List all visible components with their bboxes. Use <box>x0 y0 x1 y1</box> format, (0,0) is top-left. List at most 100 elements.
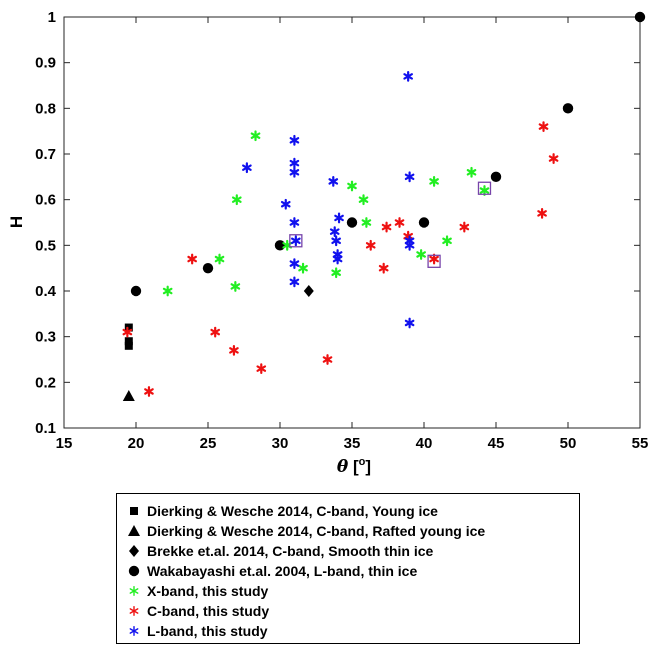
data-point-series-4 <box>347 180 357 192</box>
data-point-series-5 <box>322 354 333 365</box>
data-point-series-2 <box>303 285 314 297</box>
data-point-series-0 <box>124 323 133 332</box>
legend-entry: Brekke et.al. 2014, C-band, Smooth thin … <box>125 541 579 561</box>
x-axis-label-symbol: θ <box>337 457 349 477</box>
legend-marker <box>129 605 139 617</box>
legend-symbol <box>128 565 140 577</box>
x-axis-label-degree: o <box>359 456 366 468</box>
data-point-series-6 <box>280 198 291 210</box>
legend-entry: C-band, this study <box>125 601 579 621</box>
data-point-series-4 <box>250 130 261 142</box>
y-tick-label: 0.9 <box>35 55 56 72</box>
data-point-series-6 <box>332 253 343 265</box>
data-point-series-6 <box>289 157 300 169</box>
data-point-series-6 <box>404 171 415 183</box>
data-point-series-4 <box>358 194 369 206</box>
highlight-box <box>427 254 441 268</box>
highlight-box <box>289 234 303 248</box>
legend: Dierking & Wesche 2014, C-band, Young ic… <box>116 493 580 644</box>
legend-label: Brekke et.al. 2014, C-band, Smooth thin … <box>147 543 434 559</box>
data-point-series-5 <box>459 221 470 233</box>
data-point-series-1 <box>122 390 135 402</box>
y-tick-label: 0.2 <box>35 374 56 391</box>
data-point-series-6 <box>328 176 339 187</box>
x-tick-label: 15 <box>56 435 73 452</box>
data-point-series-4 <box>361 217 372 228</box>
data-point-series-6 <box>242 162 252 174</box>
x-tick-label: 45 <box>488 435 505 452</box>
y-tick-label: 0.3 <box>35 329 56 346</box>
data-point-series-5 <box>210 326 221 338</box>
data-point-series-4 <box>429 176 439 187</box>
legend-marker <box>130 507 138 515</box>
x-tick-label: 55 <box>632 435 649 452</box>
legend-symbol <box>129 625 139 637</box>
data-point-series-6 <box>289 134 300 146</box>
legend-label: X-band, this study <box>147 583 269 599</box>
x-axis-label-close: ] <box>365 457 371 476</box>
data-point-series-4 <box>479 185 490 196</box>
legend-entry: L-band, this study <box>125 621 579 641</box>
data-point-series-4 <box>230 281 241 292</box>
data-point-series-3 <box>490 171 502 183</box>
data-point-series-0 <box>124 341 133 350</box>
x-axis-label: θ [o] <box>337 456 371 477</box>
data-point-series-4 <box>298 262 308 274</box>
data-point-series-4 <box>331 267 341 279</box>
y-tick-label: 0.4 <box>35 283 57 300</box>
legend-marker <box>129 625 139 637</box>
data-point-series-6 <box>404 317 415 329</box>
y-axis-label: H <box>7 216 26 228</box>
data-point-series-5 <box>548 153 559 164</box>
data-point-series-3 <box>202 262 214 274</box>
data-points <box>122 11 646 402</box>
data-point-series-6 <box>403 70 413 82</box>
x-tick-label: 20 <box>128 435 145 452</box>
data-point-series-4 <box>466 166 477 178</box>
legend-label: Dierking & Wesche 2014, C-band, Young ic… <box>147 503 438 519</box>
data-point-series-5 <box>378 262 389 274</box>
data-point-series-3 <box>562 103 574 114</box>
legend-label: Wakabayashi et.al. 2004, L-band, thin ic… <box>147 563 418 579</box>
data-point-series-5 <box>381 221 392 233</box>
x-axis-label-unit: [ <box>353 457 359 476</box>
legend-symbol <box>128 525 140 536</box>
data-point-series-6 <box>329 226 340 238</box>
legend-entry: X-band, this study <box>125 581 579 601</box>
data-point-series-5 <box>365 239 376 251</box>
y-tick-label: 0.1 <box>35 420 56 437</box>
legend-symbol <box>129 585 139 597</box>
data-point-series-4 <box>162 285 173 297</box>
data-point-series-0 <box>124 337 133 346</box>
data-point-series-5 <box>122 326 133 338</box>
legend-label: L-band, this study <box>147 623 268 639</box>
highlight-box <box>477 181 492 195</box>
data-point-series-4 <box>231 194 242 206</box>
data-point-series-6 <box>334 212 344 224</box>
legend-entry: Wakabayashi et.al. 2004, L-band, thin ic… <box>125 561 579 581</box>
axis-ticks: 15 20 25 30 35 40 45 50 55 0.1 0.2 0.3 0.4 0.5 0.6 0.7 0… <box>35 9 648 452</box>
data-point-series-5 <box>256 363 267 375</box>
data-point-series-5 <box>144 386 154 397</box>
data-point-series-6 <box>289 166 300 178</box>
data-point-series-5 <box>394 217 405 228</box>
data-point-series-3 <box>346 217 358 228</box>
data-point-series-5 <box>187 253 197 265</box>
data-point-series-6 <box>331 235 341 247</box>
legend-marker <box>129 545 139 557</box>
legend-symbol <box>129 605 139 617</box>
data-point-series-5 <box>429 253 439 265</box>
data-point-series-4 <box>442 235 452 247</box>
legend-label: Dierking & Wesche 2014, C-band, Rafted y… <box>147 523 486 539</box>
x-tick-label: 30 <box>272 435 289 452</box>
legend-marker <box>129 585 139 597</box>
y-tick-label: 0.5 <box>35 237 56 254</box>
data-point-series-3 <box>634 11 646 23</box>
legend-entry: Dierking & Wesche 2014, C-band, Young ic… <box>125 501 579 521</box>
data-point-series-6 <box>404 239 415 251</box>
legend-symbol <box>129 545 139 557</box>
data-point-series-6 <box>289 276 300 288</box>
data-point-series-5 <box>537 207 547 219</box>
scatter-chart: 15 20 25 30 35 40 45 50 55 0.1 0.2 0.3 0.4 0.5 0.6 0.7 0… <box>7 9 648 477</box>
x-tick-label: 35 <box>344 435 361 452</box>
